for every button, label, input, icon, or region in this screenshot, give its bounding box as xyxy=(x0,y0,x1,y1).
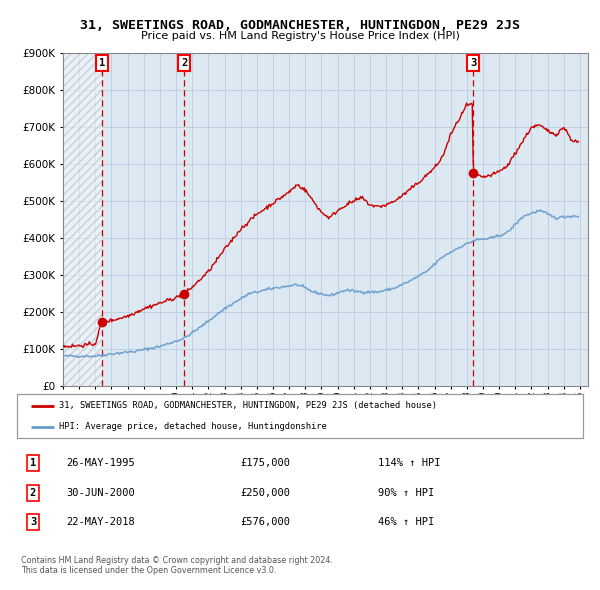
Text: This data is licensed under the Open Government Licence v3.0.: This data is licensed under the Open Gov… xyxy=(21,566,277,575)
Bar xyxy=(63,53,102,386)
Text: 26-MAY-1995: 26-MAY-1995 xyxy=(66,458,135,468)
Text: 3: 3 xyxy=(470,58,476,68)
Text: 31, SWEETINGS ROAD, GODMANCHESTER, HUNTINGDON, PE29 2JS (detached house): 31, SWEETINGS ROAD, GODMANCHESTER, HUNTI… xyxy=(59,401,437,411)
Text: 2: 2 xyxy=(30,488,36,497)
Text: Price paid vs. HM Land Registry's House Price Index (HPI): Price paid vs. HM Land Registry's House … xyxy=(140,31,460,41)
Text: £250,000: £250,000 xyxy=(240,488,290,497)
Text: 30-JUN-2000: 30-JUN-2000 xyxy=(66,488,135,497)
Text: 1: 1 xyxy=(30,458,36,468)
Text: 1: 1 xyxy=(98,58,105,68)
Text: 31, SWEETINGS ROAD, GODMANCHESTER, HUNTINGDON, PE29 2JS: 31, SWEETINGS ROAD, GODMANCHESTER, HUNTI… xyxy=(80,19,520,32)
Text: 2: 2 xyxy=(181,58,187,68)
Text: £175,000: £175,000 xyxy=(240,458,290,468)
Text: HPI: Average price, detached house, Huntingdonshire: HPI: Average price, detached house, Hunt… xyxy=(59,422,327,431)
Text: 22-MAY-2018: 22-MAY-2018 xyxy=(66,517,135,527)
Text: 114% ↑ HPI: 114% ↑ HPI xyxy=(378,458,440,468)
Text: £576,000: £576,000 xyxy=(240,517,290,527)
Text: Contains HM Land Registry data © Crown copyright and database right 2024.: Contains HM Land Registry data © Crown c… xyxy=(21,556,333,565)
Text: 3: 3 xyxy=(30,517,36,527)
Text: 90% ↑ HPI: 90% ↑ HPI xyxy=(378,488,434,497)
Text: 46% ↑ HPI: 46% ↑ HPI xyxy=(378,517,434,527)
